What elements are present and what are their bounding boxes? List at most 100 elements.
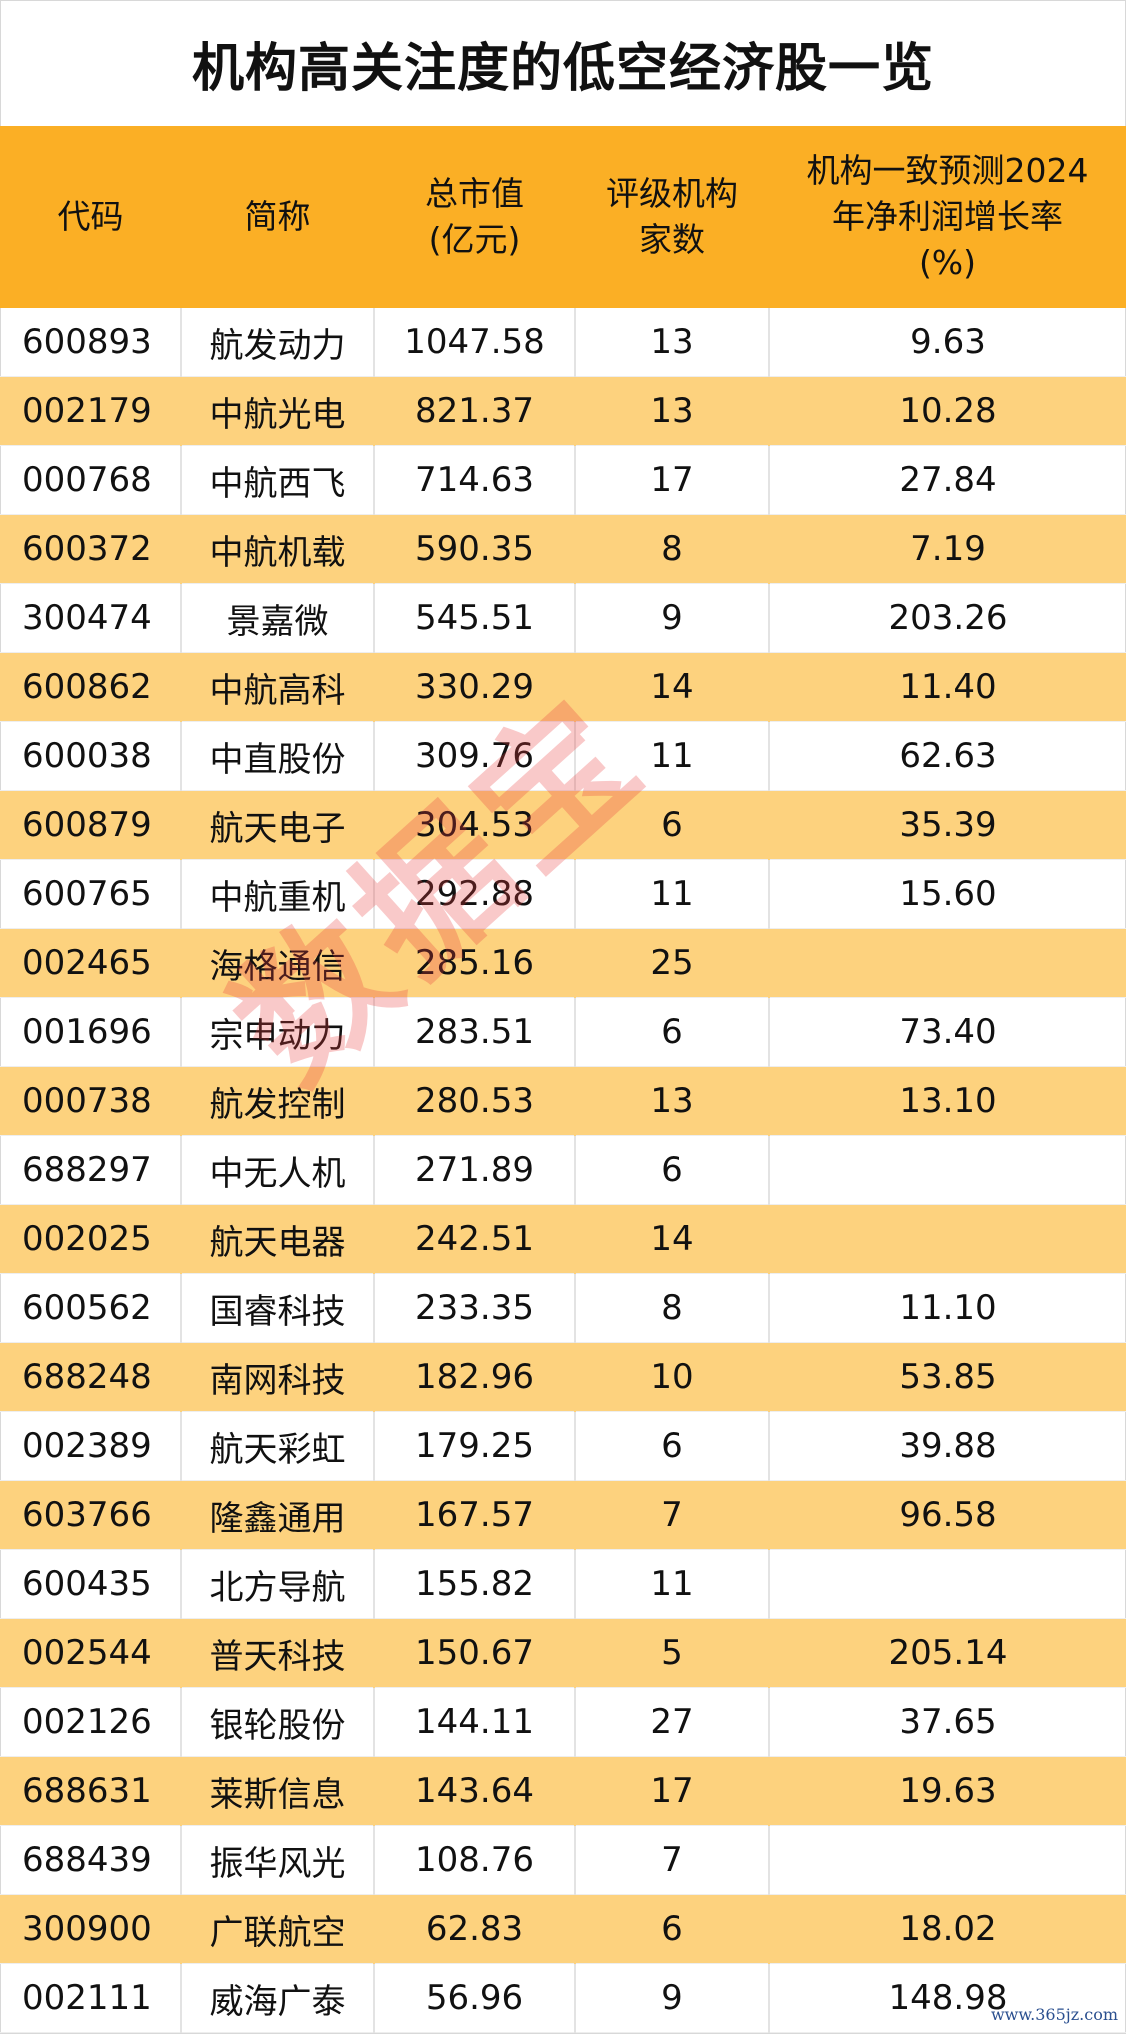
cell-code: 688248 (0, 1342, 182, 1412)
cell-code: 600893 (0, 308, 182, 377)
cell-code: 000738 (0, 1066, 182, 1136)
cell-market-cap: 150.67 (374, 1618, 576, 1688)
header-profit-growth: 机构一致预测2024 年净利润增长率 (%) (769, 126, 1126, 308)
cell-profit-growth (769, 1135, 1126, 1205)
table-row: 300474 景嘉微 545.51 9 203.26 (0, 583, 1126, 653)
table-row: 600862 中航高科 330.29 14 11.40 (0, 652, 1126, 722)
cell-market-cap: 545.51 (374, 583, 576, 653)
cell-profit-growth: 27.84 (769, 445, 1126, 515)
cell-profit-growth: 73.40 (769, 997, 1126, 1067)
cell-name: 航天彩虹 (181, 1411, 375, 1481)
cell-rating-count: 6 (575, 1894, 770, 1964)
table-row: 603766 隆鑫通用 167.57 7 96.58 (0, 1480, 1126, 1550)
cell-profit-growth: 13.10 (769, 1066, 1126, 1136)
cell-name: 宗申动力 (181, 997, 375, 1067)
cell-market-cap: 143.64 (374, 1756, 576, 1826)
cell-market-cap: 304.53 (374, 790, 576, 860)
page-title: 机构高关注度的低空经济股一览 (191, 38, 934, 99)
cell-code: 002126 (0, 1687, 182, 1757)
cell-rating-count: 13 (575, 1066, 770, 1136)
cell-name: 隆鑫通用 (181, 1480, 375, 1550)
cell-profit-growth (769, 1204, 1126, 1274)
cell-code: 600562 (0, 1273, 182, 1343)
cell-rating-count: 11 (575, 859, 770, 929)
cell-name: 航发控制 (181, 1066, 375, 1136)
cell-profit-growth: 205.14 (769, 1618, 1126, 1688)
cell-market-cap: 330.29 (374, 652, 576, 722)
table-row: 002465 海格通信 285.16 25 (0, 928, 1126, 998)
table-row: 688439 振华风光 108.76 7 (0, 1825, 1126, 1895)
cell-profit-growth: 11.10 (769, 1273, 1126, 1343)
cell-profit-growth: 7.19 (769, 514, 1126, 584)
cell-market-cap: 155.82 (374, 1549, 576, 1619)
cell-code: 600765 (0, 859, 182, 929)
cell-market-cap: 285.16 (374, 928, 576, 998)
table-row: 600765 中航重机 292.88 11 15.60 (0, 859, 1126, 929)
cell-name: 振华风光 (181, 1825, 375, 1895)
table-row: 600435 北方导航 155.82 11 (0, 1549, 1126, 1619)
cell-market-cap: 714.63 (374, 445, 576, 515)
cell-profit-growth (769, 928, 1126, 998)
cell-name: 国睿科技 (181, 1273, 375, 1343)
cell-rating-count: 8 (575, 1273, 770, 1343)
cell-code: 002179 (0, 376, 182, 446)
table-row: 600893 航发动力 1047.58 13 9.63 (0, 308, 1126, 377)
cell-code: 002465 (0, 928, 182, 998)
cell-market-cap: 271.89 (374, 1135, 576, 1205)
table-header-row: 代码 简称 总市值 (亿元) 评级机构 家数 机构一致预测2024 年净利润增长率 (%… (0, 126, 1126, 308)
table-row: 002025 航天电器 242.51 14 (0, 1204, 1126, 1274)
cell-profit-growth: 18.02 (769, 1894, 1126, 1964)
cell-code: 002544 (0, 1618, 182, 1688)
cell-profit-growth (769, 1549, 1126, 1619)
cell-market-cap: 821.37 (374, 376, 576, 446)
cell-market-cap: 1047.58 (374, 308, 576, 377)
table-row: 000768 中航西飞 714.63 17 27.84 (0, 445, 1126, 515)
site-watermark: www.365jz.com (990, 2005, 1118, 2024)
cell-market-cap: 590.35 (374, 514, 576, 584)
cell-market-cap: 167.57 (374, 1480, 576, 1550)
table-row: 688297 中无人机 271.89 6 (0, 1135, 1126, 1205)
cell-profit-growth: 9.63 (769, 308, 1126, 377)
cell-profit-growth: 37.65 (769, 1687, 1126, 1757)
cell-code: 002025 (0, 1204, 182, 1274)
cell-rating-count: 17 (575, 445, 770, 515)
cell-code: 688631 (0, 1756, 182, 1826)
cell-market-cap: 292.88 (374, 859, 576, 929)
cell-profit-growth: 19.63 (769, 1756, 1126, 1826)
cell-code: 600862 (0, 652, 182, 722)
cell-market-cap: 309.76 (374, 721, 576, 791)
table-row: 002126 银轮股份 144.11 27 37.65 (0, 1687, 1126, 1757)
header-market-cap: 总市值 (亿元) (374, 126, 575, 308)
cell-code: 600038 (0, 721, 182, 791)
cell-code: 600435 (0, 1549, 182, 1619)
cell-rating-count: 6 (575, 1411, 770, 1481)
cell-rating-count: 6 (575, 1135, 770, 1205)
cell-profit-growth: 35.39 (769, 790, 1126, 860)
cell-market-cap: 233.35 (374, 1273, 576, 1343)
table-row: 600038 中直股份 309.76 11 62.63 (0, 721, 1126, 791)
table-row: 002544 普天科技 150.67 5 205.14 (0, 1618, 1126, 1688)
cell-rating-count: 7 (575, 1825, 770, 1895)
cell-name: 莱斯信息 (181, 1756, 375, 1826)
cell-rating-count: 6 (575, 997, 770, 1067)
cell-rating-count: 11 (575, 1549, 770, 1619)
table-row: 600879 航天电子 304.53 6 35.39 (0, 790, 1126, 860)
cell-code: 300900 (0, 1894, 182, 1964)
cell-market-cap: 242.51 (374, 1204, 576, 1274)
cell-name: 航天电子 (181, 790, 375, 860)
cell-market-cap: 62.83 (374, 1894, 576, 1964)
table-row: 688248 南网科技 182.96 10 53.85 (0, 1342, 1126, 1412)
cell-name: 银轮股份 (181, 1687, 375, 1757)
cell-code: 600879 (0, 790, 182, 860)
header-name: 简称 (181, 126, 374, 308)
cell-rating-count: 11 (575, 721, 770, 791)
cell-code: 001696 (0, 997, 182, 1067)
cell-name: 南网科技 (181, 1342, 375, 1412)
cell-code: 688439 (0, 1825, 182, 1895)
cell-profit-growth: 10.28 (769, 376, 1126, 446)
table-row: 001696 宗申动力 283.51 6 73.40 (0, 997, 1126, 1067)
table-row: 002179 中航光电 821.37 13 10.28 (0, 376, 1126, 446)
cell-rating-count: 7 (575, 1480, 770, 1550)
cell-code: 688297 (0, 1135, 182, 1205)
table-row: 688631 莱斯信息 143.64 17 19.63 (0, 1756, 1126, 1826)
